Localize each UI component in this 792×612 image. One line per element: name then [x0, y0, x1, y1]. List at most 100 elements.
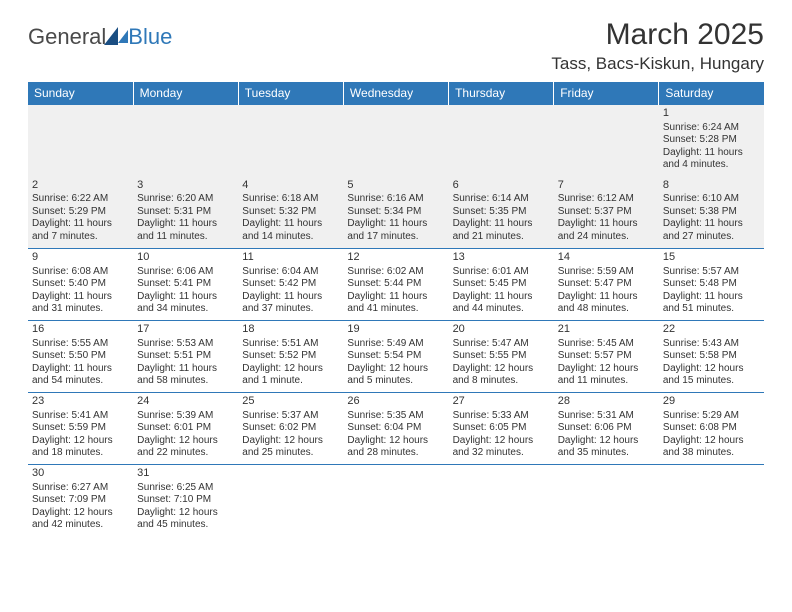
sunset-line: Sunset: 6:06 PM: [558, 422, 655, 435]
sunrise-line: Sunrise: 5:47 AM: [453, 338, 550, 351]
sunrise-line: Sunrise: 6:06 AM: [137, 266, 234, 279]
calendar-cell: [449, 465, 554, 537]
sunset-line: Sunset: 5:32 PM: [242, 206, 339, 219]
day-number: 19: [347, 323, 444, 337]
day-number: 30: [32, 467, 129, 481]
sunset-line: Sunset: 5:38 PM: [663, 206, 760, 219]
calendar-cell: 18Sunrise: 5:51 AMSunset: 5:52 PMDayligh…: [238, 321, 343, 393]
sunrise-line: Sunrise: 6:25 AM: [137, 482, 234, 495]
day-number: 16: [32, 323, 129, 337]
calendar-cell: 22Sunrise: 5:43 AMSunset: 5:58 PMDayligh…: [659, 321, 764, 393]
calendar-cell: [554, 105, 659, 177]
daylight-line: Daylight: 11 hours and 14 minutes.: [242, 218, 339, 243]
calendar-cell: 27Sunrise: 5:33 AMSunset: 6:05 PMDayligh…: [449, 393, 554, 465]
sunrise-line: Sunrise: 5:41 AM: [32, 410, 129, 423]
daylight-line: Daylight: 12 hours and 45 minutes.: [137, 507, 234, 532]
weekday-header: Wednesday: [343, 82, 448, 105]
sunset-line: Sunset: 5:31 PM: [137, 206, 234, 219]
sunset-line: Sunset: 6:01 PM: [137, 422, 234, 435]
day-number: 27: [453, 395, 550, 409]
day-number: 17: [137, 323, 234, 337]
sunset-line: Sunset: 5:54 PM: [347, 350, 444, 363]
sunrise-line: Sunrise: 5:57 AM: [663, 266, 760, 279]
day-number: 13: [453, 251, 550, 265]
calendar-cell: 26Sunrise: 5:35 AMSunset: 6:04 PMDayligh…: [343, 393, 448, 465]
sunset-line: Sunset: 5:59 PM: [32, 422, 129, 435]
day-number: 11: [242, 251, 339, 265]
sunrise-line: Sunrise: 6:01 AM: [453, 266, 550, 279]
daylight-line: Daylight: 12 hours and 28 minutes.: [347, 435, 444, 460]
day-number: 4: [242, 179, 339, 193]
daylight-line: Daylight: 11 hours and 17 minutes.: [347, 218, 444, 243]
calendar-cell: 10Sunrise: 6:06 AMSunset: 5:41 PMDayligh…: [133, 249, 238, 321]
daylight-line: Daylight: 12 hours and 35 minutes.: [558, 435, 655, 460]
calendar-cell: 31Sunrise: 6:25 AMSunset: 7:10 PMDayligh…: [133, 465, 238, 537]
day-number: 29: [663, 395, 760, 409]
daylight-line: Daylight: 11 hours and 54 minutes.: [32, 363, 129, 388]
day-number: 6: [453, 179, 550, 193]
calendar-cell: 12Sunrise: 6:02 AMSunset: 5:44 PMDayligh…: [343, 249, 448, 321]
calendar-cell: 21Sunrise: 5:45 AMSunset: 5:57 PMDayligh…: [554, 321, 659, 393]
calendar-cell: 30Sunrise: 6:27 AMSunset: 7:09 PMDayligh…: [28, 465, 133, 537]
day-number: 28: [558, 395, 655, 409]
title-block: March 2025 Tass, Bacs-Kiskun, Hungary: [551, 18, 764, 74]
sunset-line: Sunset: 5:57 PM: [558, 350, 655, 363]
sunrise-line: Sunrise: 5:49 AM: [347, 338, 444, 351]
sunset-line: Sunset: 6:02 PM: [242, 422, 339, 435]
logo-text-blue: Blue: [128, 24, 172, 50]
sunrise-line: Sunrise: 6:02 AM: [347, 266, 444, 279]
sunset-line: Sunset: 5:58 PM: [663, 350, 760, 363]
daylight-line: Daylight: 11 hours and 51 minutes.: [663, 291, 760, 316]
logo: General Blue: [28, 24, 172, 50]
sunset-line: Sunset: 5:41 PM: [137, 278, 234, 291]
calendar-cell: 25Sunrise: 5:37 AMSunset: 6:02 PMDayligh…: [238, 393, 343, 465]
sunset-line: Sunset: 5:45 PM: [453, 278, 550, 291]
calendar-row: 2Sunrise: 6:22 AMSunset: 5:29 PMDaylight…: [28, 177, 764, 249]
sunrise-line: Sunrise: 6:27 AM: [32, 482, 129, 495]
daylight-line: Daylight: 12 hours and 15 minutes.: [663, 363, 760, 388]
daylight-line: Daylight: 12 hours and 5 minutes.: [347, 363, 444, 388]
calendar-cell: 20Sunrise: 5:47 AMSunset: 5:55 PMDayligh…: [449, 321, 554, 393]
sunset-line: Sunset: 7:10 PM: [137, 494, 234, 507]
daylight-line: Daylight: 11 hours and 27 minutes.: [663, 218, 760, 243]
calendar-cell: 17Sunrise: 5:53 AMSunset: 5:51 PMDayligh…: [133, 321, 238, 393]
calendar-cell: [449, 105, 554, 177]
daylight-line: Daylight: 11 hours and 7 minutes.: [32, 218, 129, 243]
sunrise-line: Sunrise: 5:39 AM: [137, 410, 234, 423]
month-title: March 2025: [551, 18, 764, 52]
weekday-header: Friday: [554, 82, 659, 105]
sunset-line: Sunset: 5:48 PM: [663, 278, 760, 291]
calendar-row: 9Sunrise: 6:08 AMSunset: 5:40 PMDaylight…: [28, 249, 764, 321]
day-number: 1: [663, 107, 760, 121]
weekday-header-row: SundayMondayTuesdayWednesdayThursdayFrid…: [28, 82, 764, 105]
sunrise-line: Sunrise: 6:14 AM: [453, 193, 550, 206]
day-number: 7: [558, 179, 655, 193]
daylight-line: Daylight: 12 hours and 25 minutes.: [242, 435, 339, 460]
daylight-line: Daylight: 11 hours and 21 minutes.: [453, 218, 550, 243]
sunrise-line: Sunrise: 6:22 AM: [32, 193, 129, 206]
weekday-header: Saturday: [659, 82, 764, 105]
sunset-line: Sunset: 5:29 PM: [32, 206, 129, 219]
sunrise-line: Sunrise: 5:43 AM: [663, 338, 760, 351]
sunset-line: Sunset: 5:51 PM: [137, 350, 234, 363]
daylight-line: Daylight: 11 hours and 34 minutes.: [137, 291, 234, 316]
weekday-header: Tuesday: [238, 82, 343, 105]
sunrise-line: Sunrise: 5:33 AM: [453, 410, 550, 423]
daylight-line: Daylight: 12 hours and 22 minutes.: [137, 435, 234, 460]
calendar-row: 16Sunrise: 5:55 AMSunset: 5:50 PMDayligh…: [28, 321, 764, 393]
sunset-line: Sunset: 5:40 PM: [32, 278, 129, 291]
calendar-cell: 8Sunrise: 6:10 AMSunset: 5:38 PMDaylight…: [659, 177, 764, 249]
day-number: 22: [663, 323, 760, 337]
day-number: 5: [347, 179, 444, 193]
calendar-cell: 2Sunrise: 6:22 AMSunset: 5:29 PMDaylight…: [28, 177, 133, 249]
day-number: 12: [347, 251, 444, 265]
daylight-line: Daylight: 12 hours and 18 minutes.: [32, 435, 129, 460]
day-number: 31: [137, 467, 234, 481]
logo-sail2-icon: [118, 30, 128, 43]
daylight-line: Daylight: 12 hours and 42 minutes.: [32, 507, 129, 532]
sunrise-line: Sunrise: 6:20 AM: [137, 193, 234, 206]
sunrise-line: Sunrise: 5:31 AM: [558, 410, 655, 423]
calendar-cell: 24Sunrise: 5:39 AMSunset: 6:01 PMDayligh…: [133, 393, 238, 465]
weekday-header: Sunday: [28, 82, 133, 105]
day-number: 20: [453, 323, 550, 337]
